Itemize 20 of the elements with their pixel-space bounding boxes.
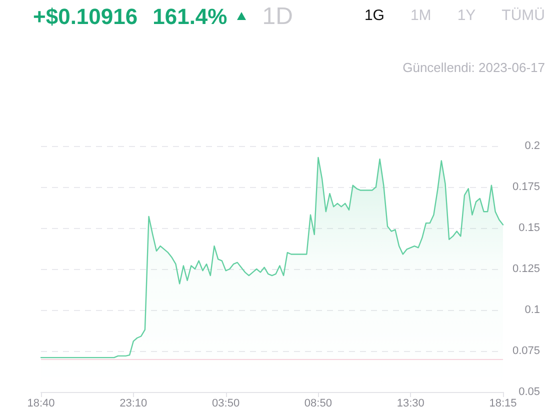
x-tick-label: 23:10 xyxy=(120,398,148,410)
x-tick-label: 08:50 xyxy=(304,398,332,410)
text: 1M xyxy=(410,7,432,24)
text: Güncellendi: 2023-06-17 xyxy=(402,60,545,75)
x-tick-label: 18:15 xyxy=(489,398,517,410)
chart-subtitle: 161.4% xyxy=(152,4,228,29)
x-tick-label: 13:30 xyxy=(396,398,424,410)
y-tick-label: 0.1 xyxy=(524,304,540,316)
text: 1Y xyxy=(457,7,476,24)
y-tick-label: 0.125 xyxy=(512,263,540,275)
chart-title: +$0.10916 xyxy=(33,4,138,29)
y-tick-label: 0.15 xyxy=(518,222,540,234)
y-tick-label: 0.05 xyxy=(518,386,540,398)
x-tick-label: 03:50 xyxy=(212,398,240,410)
y-tick-label: 0.175 xyxy=(512,181,540,193)
text: 1G xyxy=(364,7,384,24)
x-tick-label: 18:40 xyxy=(27,398,55,410)
y-tick-label: 0.2 xyxy=(524,140,540,152)
text: TÜMÜ xyxy=(502,7,545,24)
y-tick-label: 0.075 xyxy=(512,345,540,357)
